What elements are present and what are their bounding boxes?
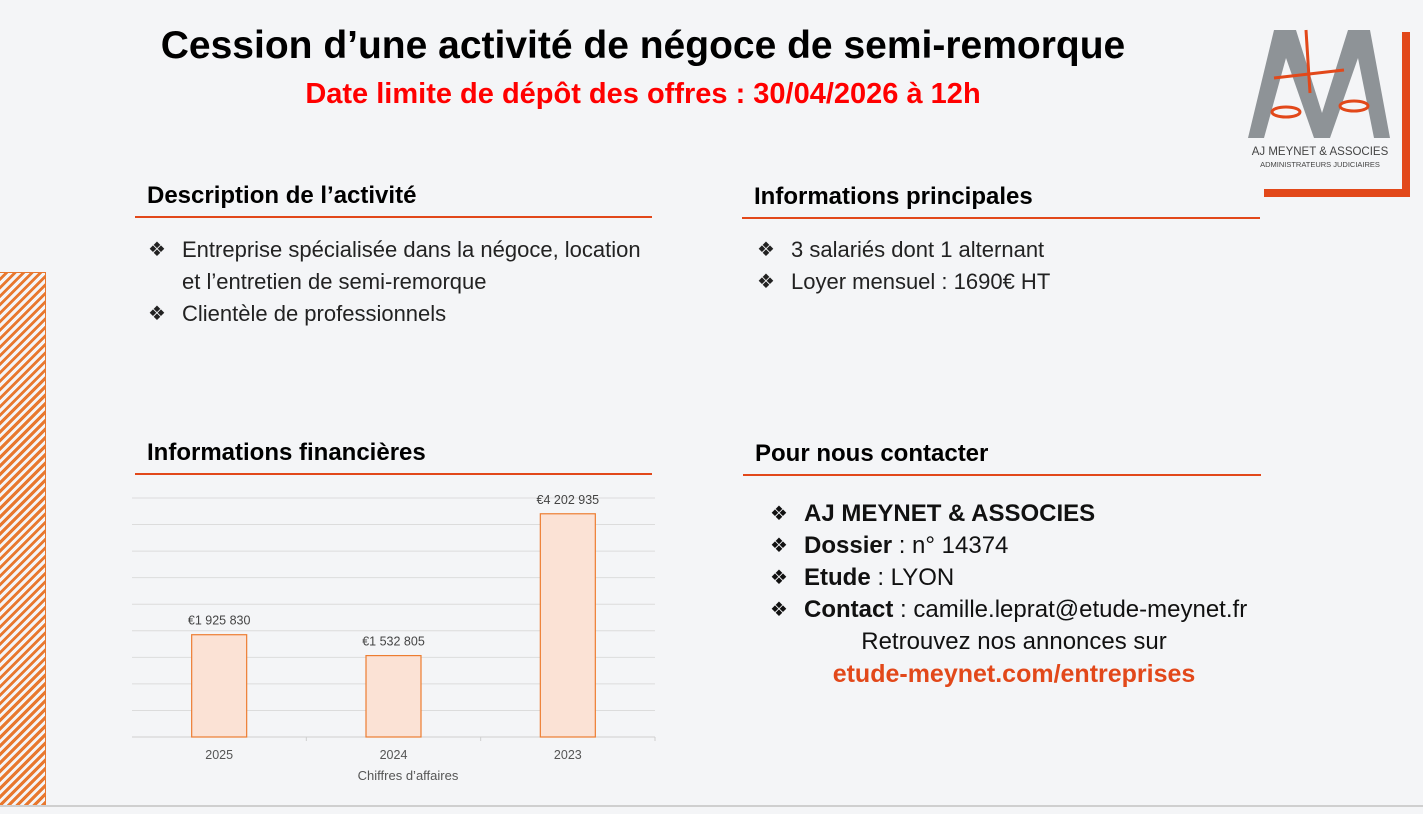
deadline: Date limite de dépôt des offres : 30/04/… bbox=[305, 78, 981, 110]
list-item: ❖ Loyer mensuel : 1690€ HT bbox=[757, 266, 1257, 298]
retrouvez-text: Retrouvez nos annonces sur bbox=[861, 628, 1167, 655]
bullet-icon: ❖ bbox=[770, 567, 788, 589]
bullet-icon: ❖ bbox=[757, 239, 775, 261]
list-item: ❖ 3 salariés dont 1 alternant bbox=[757, 234, 1257, 266]
company-name: AJ MEYNET & ASSOCIES bbox=[804, 500, 1096, 527]
bullet-icon: ❖ bbox=[770, 503, 788, 525]
x-tick-label: 2024 bbox=[380, 748, 408, 762]
financial-heading: Informations financières bbox=[135, 439, 652, 475]
bar-2024 bbox=[365, 654, 422, 738]
bullet-icon: ❖ bbox=[757, 271, 775, 293]
contact-heading: Pour nous contacter bbox=[743, 440, 1261, 476]
contact-email[interactable]: : camille.leprat@etude-meynet.fr bbox=[893, 596, 1248, 623]
logo-subtitle: ADMINISTRATEURS JUDICIAIRES bbox=[1260, 160, 1380, 169]
logo: AJ MEYNET & ASSOCIES ADMINISTRATEURS JUD… bbox=[1244, 18, 1416, 198]
logo-name: AJ MEYNET & ASSOCIES bbox=[1252, 146, 1389, 158]
list-item: ❖ AJ MEYNET & ASSOCIES bbox=[770, 498, 1370, 530]
revenue-chart: €1 925 830 2025 €1 532 805 2024 €4 202 935 20… bbox=[132, 493, 656, 783]
bullet-icon: ❖ bbox=[148, 239, 166, 261]
list-item: ❖ Entreprise spécialisée dans la négoce, … bbox=[148, 234, 648, 298]
main-info-heading: Informations principales bbox=[742, 183, 1260, 219]
description-list: ❖ Entreprise spécialisée dans la négoce, … bbox=[148, 234, 648, 330]
description-heading: Description de l’activité bbox=[135, 182, 652, 218]
bullet-icon: ❖ bbox=[148, 303, 166, 325]
page-title: Cession d’une activité de négoce de semi… bbox=[160, 24, 1126, 67]
bar-2023 bbox=[539, 513, 596, 738]
list-item: ❖ Dossier : n° 14374 bbox=[770, 530, 1370, 562]
bar-2025 bbox=[191, 634, 248, 738]
website-link[interactable]: etude-meynet.com/entreprises bbox=[832, 660, 1196, 688]
main-info-list: ❖ 3 salariés dont 1 alternant ❖ Loyer mens… bbox=[757, 234, 1257, 298]
data-label: €4 202 935 bbox=[537, 493, 600, 507]
bullet-icon: ❖ bbox=[770, 599, 788, 621]
x-tick-label: 2023 bbox=[554, 748, 582, 762]
data-label: €1 925 830 bbox=[188, 614, 251, 628]
x-tick-label: 2025 bbox=[205, 748, 233, 762]
x-axis-label: Chiffres d’affaires bbox=[358, 768, 459, 783]
contact-block: ❖ AJ MEYNET & ASSOCIES ❖ Dossier : n° 1437… bbox=[770, 498, 1370, 626]
divider bbox=[0, 805, 1423, 807]
bullet-icon: ❖ bbox=[770, 535, 788, 557]
list-item: ❖ Clientèle de professionnels bbox=[148, 298, 648, 330]
data-label: €1 532 805 bbox=[362, 635, 425, 649]
list-item: ❖ Contact : camille.leprat@etude-meynet.f… bbox=[770, 594, 1370, 626]
decorative-stripe bbox=[0, 272, 46, 806]
list-item: ❖ Etude : LYON bbox=[770, 562, 1370, 594]
